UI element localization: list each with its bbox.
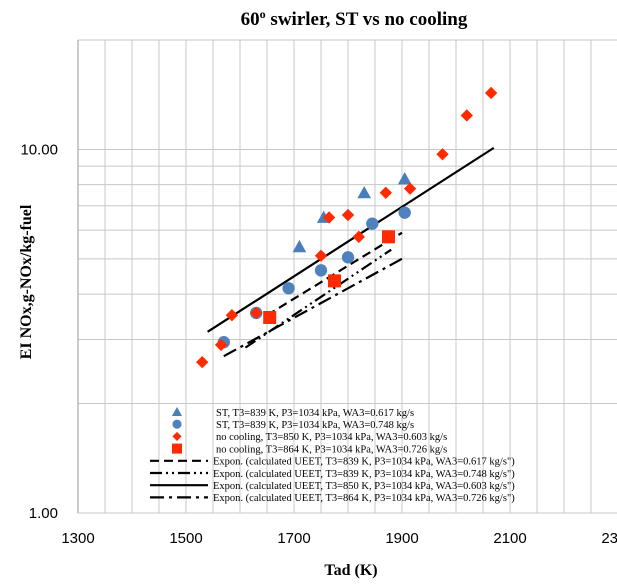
diamond-marker [196,355,209,369]
diamond-marker [250,306,263,320]
triangle-marker [397,172,412,185]
circle-marker [341,251,355,264]
grid-lines [77,39,617,514]
fit-lines [207,146,495,358]
x-tick-label: 1900 [385,530,418,547]
triangle-marker [292,239,307,253]
legend-label: no cooling, T3=864 K, P3=1034 kPa, WA3=0… [216,444,447,455]
diamond-marker [322,211,336,224]
y-tick-label: 1.00 [29,505,58,522]
diamond-marker [225,309,239,322]
square-marker [328,274,341,288]
diamond-marker [341,208,355,222]
circle-marker [282,282,295,295]
legend-label: Expon. (calculated UEET, T3=839 K, P3=10… [213,457,515,468]
y-axis-title: EI NOx,g-NOx/kg-fuel [18,204,35,359]
fit-line [244,248,392,349]
diamond-marker [314,249,328,262]
square-marker [382,230,395,244]
triangle-marker [357,185,372,199]
legend-label: no cooling, T3=850 K, P3=1034 kPa, WA3=0… [216,432,447,443]
x-tick-label: 1300 [61,530,94,547]
circle-marker [314,264,328,277]
x-axis-title: Tad (K) [324,562,377,579]
x-axis-ticks: 1300 1500 1700 1900 2100 2300 [61,530,617,547]
fit-line [207,146,495,333]
diamond-marker [352,230,365,243]
legend-label: ST, T3=839 K, P3=1034 kPa, WA3=0.748 kg/… [216,420,414,431]
x-tick-label: 2100 [493,530,526,547]
legend-label: ST, T3=839 K, P3=1034 kPa, WA3=0.617 kg/… [216,408,414,419]
data-points [196,86,498,369]
legend-label: Expon. (calculated UEET, T3=864 K, P3=10… [213,493,515,504]
diamond-marker [436,148,449,161]
legend-label: Expon. (calculated UEET, T3=839 K, P3=10… [213,469,515,480]
circle-marker [366,217,379,230]
y-tick-label: 10.00 [20,141,58,158]
x-tick-label: 2300 [601,530,617,547]
legend-triangle-marker [171,406,183,417]
diamond-marker [403,182,417,195]
legend-label: Expon. (calculated UEET, T3=850 K, P3=10… [213,481,515,492]
fit-line [223,256,406,358]
square-marker [263,310,277,324]
diamond-marker [484,86,498,100]
diamond-marker [379,186,392,199]
chart-title-superscript: o [260,7,266,21]
chart-title-main: 60 [241,9,260,30]
legend-diamond-marker [172,431,182,441]
diamond-marker [460,109,473,122]
circle-marker [398,206,411,219]
legend: ST, T3=839 K, P3=1034 kPa, WA3=0.617 kg/… [150,406,515,504]
y-axis-ticks: 1.00 10.00 [20,141,58,522]
legend-square-marker [172,443,182,454]
legend-circle-marker [172,419,182,429]
chart-title: 60o swirler, ST vs no cooling [241,7,468,30]
x-tick-label: 1500 [169,530,202,547]
fit-line [266,231,403,317]
x-tick-label: 1700 [277,530,310,547]
chart-title-rest: swirler, ST vs no cooling [266,9,468,30]
diamond-marker [214,338,228,352]
